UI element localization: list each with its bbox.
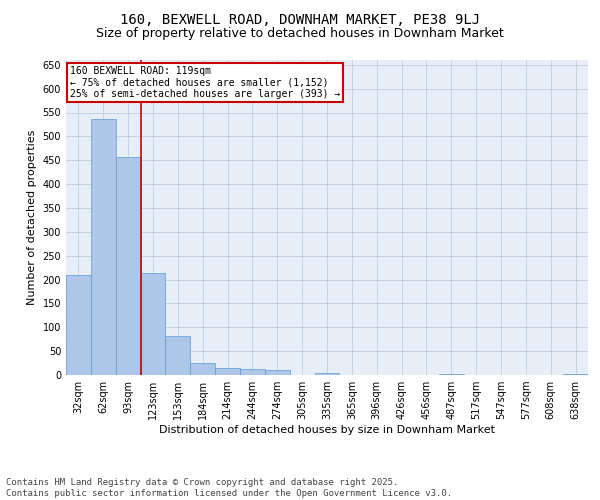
- Text: Size of property relative to detached houses in Downham Market: Size of property relative to detached ho…: [96, 28, 504, 40]
- Bar: [140, 274, 166, 375]
- Bar: [166, 336, 190, 375]
- Bar: [66, 275, 91, 375]
- Bar: [116, 158, 140, 375]
- Bar: [563, 374, 588, 375]
- Text: Contains HM Land Registry data © Crown copyright and database right 2025.
Contai: Contains HM Land Registry data © Crown c…: [6, 478, 452, 498]
- Bar: [439, 374, 464, 375]
- Y-axis label: Number of detached properties: Number of detached properties: [27, 130, 37, 305]
- Text: 160 BEXWELL ROAD: 119sqm
← 75% of detached houses are smaller (1,152)
25% of sem: 160 BEXWELL ROAD: 119sqm ← 75% of detach…: [70, 66, 340, 99]
- Bar: [265, 370, 290, 375]
- Bar: [190, 362, 215, 375]
- Text: 160, BEXWELL ROAD, DOWNHAM MARKET, PE38 9LJ: 160, BEXWELL ROAD, DOWNHAM MARKET, PE38 …: [120, 12, 480, 26]
- Bar: [91, 119, 116, 375]
- Bar: [215, 368, 240, 375]
- X-axis label: Distribution of detached houses by size in Downham Market: Distribution of detached houses by size …: [159, 425, 495, 435]
- Bar: [314, 372, 340, 375]
- Bar: [240, 370, 265, 375]
